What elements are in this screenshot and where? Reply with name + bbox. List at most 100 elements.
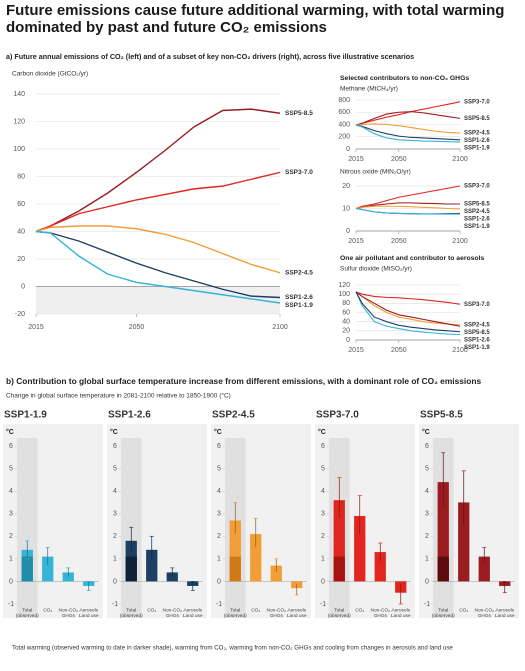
y-tick-label: 2 (321, 533, 325, 540)
category-label: Total (438, 607, 448, 613)
observed-bar (333, 556, 345, 582)
x-tick-label: 2050 (391, 347, 407, 354)
observed-bar (125, 556, 137, 582)
bar (146, 549, 158, 582)
y-tick-label: 0 (346, 337, 350, 344)
y-axis-label: Methane (MtCH₄/yr) (340, 86, 398, 93)
bar (458, 502, 470, 582)
y-tick-label: -20 (15, 311, 25, 318)
y-tick-label: 600 (338, 109, 350, 116)
series-line (35, 230, 281, 304)
aerosol-subtitle: One air pollutant and contributor to aer… (340, 255, 484, 262)
series-line (355, 124, 461, 143)
category-label: GHGs (478, 613, 492, 619)
series-line (35, 108, 281, 233)
category-label: Total (22, 607, 32, 613)
x-tick-label: 2100 (452, 347, 468, 354)
category-label: (observed) (224, 613, 247, 619)
observed-bar (21, 556, 33, 582)
bar (270, 565, 282, 582)
y-tick-label: 2 (113, 533, 117, 540)
y-tick-label: 20 (342, 183, 350, 190)
category-label: CO₂ (459, 607, 468, 613)
y-tick-label: 1 (321, 556, 325, 563)
series-line (35, 225, 281, 274)
y-tick-label: 3 (113, 511, 117, 518)
footnote: Total warming (observed warming to date … (12, 645, 453, 652)
series-line (355, 202, 460, 210)
line-chart: Methane (MtCH₄/yr) 0 200 400 600 800 2015 2050 2… (338, 86, 490, 163)
category-label: Land use (287, 613, 307, 619)
y-tick-label: 1 (217, 556, 221, 563)
series-line (355, 101, 461, 126)
y-tick-label: 40 (17, 228, 25, 235)
x-tick-label: 2015 (348, 347, 364, 354)
series-label: SSP1-1.9 (464, 146, 490, 152)
category-label: CO₂ (147, 607, 156, 613)
ghg-subtitle: Selected contributors to non-CO₂ GHGs (340, 75, 469, 82)
x-tick-label: 2100 (272, 324, 288, 331)
y-tick-label: 20 (342, 328, 350, 335)
y-tick-label: 5 (425, 465, 429, 472)
series-line (355, 185, 461, 210)
observed-bar (437, 556, 449, 582)
category-label: (observed) (328, 613, 351, 619)
category-label: Aerosols (495, 607, 514, 613)
category-label: Total (230, 607, 240, 613)
bar (42, 556, 54, 582)
series-label: SSP2-4.5 (464, 209, 490, 215)
category-label: CO₂ (43, 607, 52, 613)
series-label: SSP1-1.9 (464, 224, 490, 230)
scenario-title: SSP5-8.5 (420, 410, 463, 421)
bar (333, 500, 345, 582)
bar (374, 552, 386, 582)
category-label: Non-CO₂ (59, 607, 79, 613)
y-tick-label: 4 (217, 488, 221, 495)
series-label: SSP2-4.5 (464, 131, 490, 137)
series-line (355, 205, 461, 210)
x-tick-label: 2050 (129, 324, 145, 331)
bar (229, 520, 241, 582)
scenario-title: SSP2-4.5 (212, 410, 255, 421)
y-tick-label: 4 (113, 488, 117, 495)
x-tick-label: 2100 (452, 238, 468, 245)
series-line (355, 111, 461, 126)
category-label: CO₂ (251, 607, 260, 613)
category-label: Aerosols (183, 607, 202, 613)
unit-label: °C (214, 428, 222, 436)
y-axis-label: Nitrous oxide (MtN₂O/yr) (340, 169, 411, 176)
category-label: Land use (183, 613, 203, 619)
category-label: Aerosols (79, 607, 98, 613)
y-tick-label: 400 (338, 121, 350, 128)
category-label: (observed) (120, 613, 143, 619)
y-tick-label: 2 (217, 533, 221, 540)
bar-chart: SSP1-1.9 °C -1 0 1 2 3 4 5 6 Total(observed) CO₂ Non… (3, 410, 103, 619)
y-tick-label: -1 (216, 601, 222, 608)
y-tick-label: 20 (17, 256, 25, 263)
y-tick-label: 60 (342, 309, 350, 316)
category-label: GHGs (374, 613, 388, 619)
y-tick-label: 1 (9, 556, 13, 563)
x-tick-label: 2015 (348, 238, 364, 245)
series-line (355, 291, 461, 327)
y-tick-label: 2 (425, 533, 429, 540)
y-tick-label: 800 (338, 97, 350, 104)
category-label: Land use (391, 613, 411, 619)
series-label: SSP1-2.6 (285, 294, 313, 301)
category-label: Non-CO₂ (267, 607, 287, 613)
series-label: SSP1-1.9 (285, 302, 313, 309)
y-tick-label: 2 (9, 533, 13, 540)
series-label: SSP5-8.5 (464, 330, 490, 336)
y-axis-label: Sulfur dioxide (MtSO₂/yr) (340, 266, 412, 273)
series-line (355, 207, 460, 215)
y-tick-label: 0 (346, 146, 350, 153)
y-tick-label: -1 (112, 601, 118, 608)
y-tick-label: 6 (425, 443, 429, 450)
series-line (355, 291, 461, 326)
bar-chart: SSP2-4.5 °C -1 0 1 2 3 4 5 6 Total(observed) CO₂ Non… (211, 410, 311, 619)
panel-b-subtitle: Change in global surface temperature in … (6, 392, 231, 400)
category-label: Non-CO₂ (371, 607, 391, 613)
y-tick-label: 10 (342, 205, 350, 212)
y-tick-label: 200 (338, 134, 350, 141)
total-column-shade (17, 438, 38, 618)
